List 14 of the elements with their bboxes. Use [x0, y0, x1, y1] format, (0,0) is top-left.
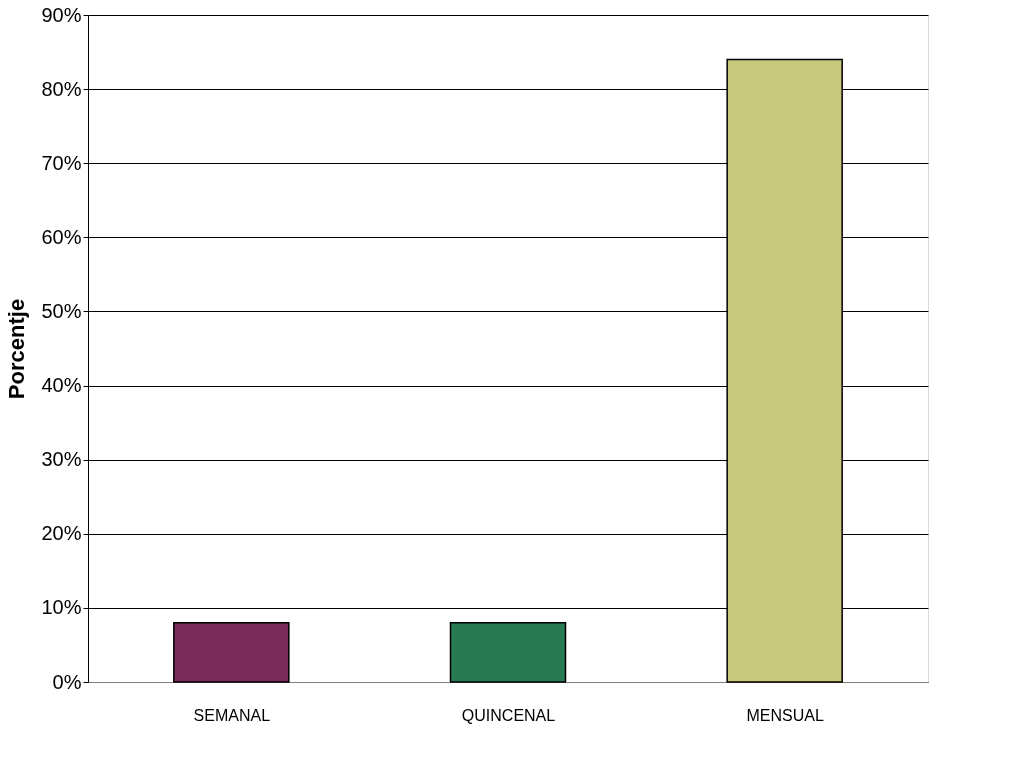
x-tick-label: QUINCENAL [461, 706, 556, 724]
y-tick-label: 0% [52, 670, 82, 693]
y-tick-label: 30% [41, 448, 82, 471]
y-axis-title: Porcentje [4, 298, 30, 400]
y-tick-label: 70% [41, 151, 82, 174]
y-tick-label: 40% [41, 374, 82, 397]
y-tick-label: 90% [41, 3, 82, 26]
y-tick-label: 20% [41, 522, 82, 545]
y-tick-label: 50% [41, 299, 82, 322]
x-tick-label: SEMANAL [193, 706, 271, 724]
x-tick-label: MENSUAL [746, 706, 824, 724]
y-tick-label: 80% [41, 77, 82, 100]
y-tick-label: 10% [41, 596, 82, 619]
y-tick-label: 60% [41, 225, 82, 248]
